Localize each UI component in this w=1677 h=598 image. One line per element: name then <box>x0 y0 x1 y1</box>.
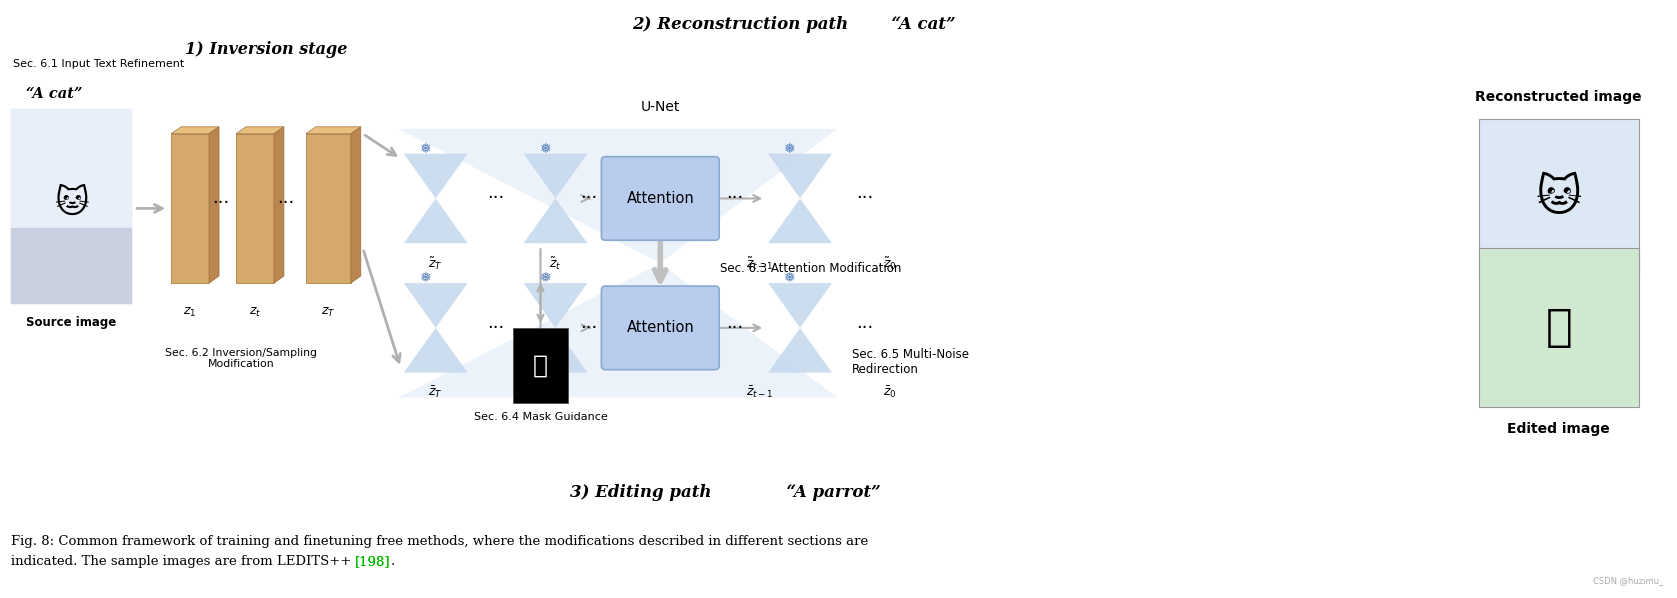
Polygon shape <box>273 127 283 283</box>
Text: Source image: Source image <box>27 316 116 329</box>
Text: ···: ··· <box>726 319 745 337</box>
Text: $z_T$: $z_T$ <box>320 306 335 319</box>
Text: $\tilde{z}_{t-1}$: $\tilde{z}_{t-1}$ <box>746 255 775 271</box>
Text: ❅: ❅ <box>540 142 552 155</box>
FancyBboxPatch shape <box>236 134 273 283</box>
Polygon shape <box>350 127 361 283</box>
Text: “A parrot”: “A parrot” <box>775 484 880 501</box>
Text: Sec. 6.2 Inversion/Sampling
Modification: Sec. 6.2 Inversion/Sampling Modification <box>164 348 317 370</box>
FancyBboxPatch shape <box>12 109 131 303</box>
Polygon shape <box>768 154 832 243</box>
Text: $\bar{z}_t$: $\bar{z}_t$ <box>550 385 562 400</box>
Text: indicated. The sample images are from LEDITS++: indicated. The sample images are from LE… <box>12 556 356 568</box>
Text: $\tilde{z}_t$: $\tilde{z}_t$ <box>550 255 562 271</box>
Text: [198]: [198] <box>356 556 391 568</box>
Text: Sec. 6.1 Input Text Refinement: Sec. 6.1 Input Text Refinement <box>13 59 184 69</box>
Text: 🐱: 🐱 <box>1536 177 1581 220</box>
Polygon shape <box>171 127 220 134</box>
Polygon shape <box>404 283 468 373</box>
FancyBboxPatch shape <box>602 286 719 370</box>
Text: ❅: ❅ <box>785 142 797 155</box>
FancyBboxPatch shape <box>1479 119 1638 278</box>
Text: 🐈: 🐈 <box>533 353 548 377</box>
Text: 2) Reconstruction path: 2) Reconstruction path <box>632 16 849 33</box>
Text: ···: ··· <box>213 194 230 212</box>
Text: ❅: ❅ <box>419 142 431 155</box>
Text: Edited image: Edited image <box>1508 422 1610 437</box>
Polygon shape <box>305 127 361 134</box>
Text: “A cat”: “A cat” <box>880 16 956 33</box>
Text: ···: ··· <box>857 190 874 208</box>
Text: [198]: [198] <box>356 556 391 568</box>
Text: ···: ··· <box>726 190 745 208</box>
Text: $z_1$: $z_1$ <box>183 306 196 319</box>
Polygon shape <box>236 127 283 134</box>
Text: ···: ··· <box>486 190 505 208</box>
Text: .: . <box>391 556 396 568</box>
Text: ···: ··· <box>486 319 505 337</box>
Polygon shape <box>399 129 837 398</box>
Polygon shape <box>768 283 832 373</box>
Text: $\bar{z}_0$: $\bar{z}_0$ <box>884 385 897 400</box>
Text: 3) Editing path: 3) Editing path <box>570 484 711 501</box>
Text: Sec. 6.5 Multi-Noise
Redirection: Sec. 6.5 Multi-Noise Redirection <box>852 348 969 376</box>
Text: Reconstructed image: Reconstructed image <box>1476 90 1642 104</box>
Text: Sec. 6.4 Mask Guidance: Sec. 6.4 Mask Guidance <box>473 413 607 422</box>
Text: $\bar{z}_{t-1}$: $\bar{z}_{t-1}$ <box>746 385 775 400</box>
Text: U-Net: U-Net <box>641 100 679 114</box>
Text: $\tilde{z}_0$: $\tilde{z}_0$ <box>884 255 897 271</box>
Text: Attention: Attention <box>627 191 694 206</box>
Polygon shape <box>523 283 587 373</box>
Text: ···: ··· <box>580 319 597 337</box>
Text: “A cat”: “A cat” <box>27 87 82 101</box>
FancyBboxPatch shape <box>1479 248 1638 407</box>
Text: 🦜: 🦜 <box>1546 306 1571 349</box>
Text: ❅: ❅ <box>419 271 431 285</box>
Text: $\bar{z}_T$: $\bar{z}_T$ <box>428 385 443 400</box>
FancyBboxPatch shape <box>171 134 210 283</box>
Text: Fig. 8: Common framework of training and finetuning free methods, where the modi: Fig. 8: Common framework of training and… <box>12 535 869 548</box>
Text: 🐱: 🐱 <box>54 187 89 220</box>
Text: ···: ··· <box>277 194 295 212</box>
Text: ···: ··· <box>857 319 874 337</box>
Text: $z_t$: $z_t$ <box>248 306 262 319</box>
Polygon shape <box>210 127 220 283</box>
Text: 1) Inversion stage: 1) Inversion stage <box>184 41 347 57</box>
Text: ❅: ❅ <box>785 271 797 285</box>
Text: Attention: Attention <box>627 321 694 335</box>
Polygon shape <box>523 154 587 243</box>
Text: ···: ··· <box>580 190 597 208</box>
FancyBboxPatch shape <box>305 134 350 283</box>
FancyBboxPatch shape <box>602 157 719 240</box>
Text: Sec. 6.3 Attention Modification: Sec. 6.3 Attention Modification <box>719 262 902 274</box>
Polygon shape <box>404 154 468 243</box>
Text: $\tilde{z}_T$: $\tilde{z}_T$ <box>428 255 443 271</box>
Text: CSDN @huzimu_: CSDN @huzimu_ <box>1593 576 1664 585</box>
FancyBboxPatch shape <box>513 328 569 402</box>
Text: ❅: ❅ <box>540 271 552 285</box>
